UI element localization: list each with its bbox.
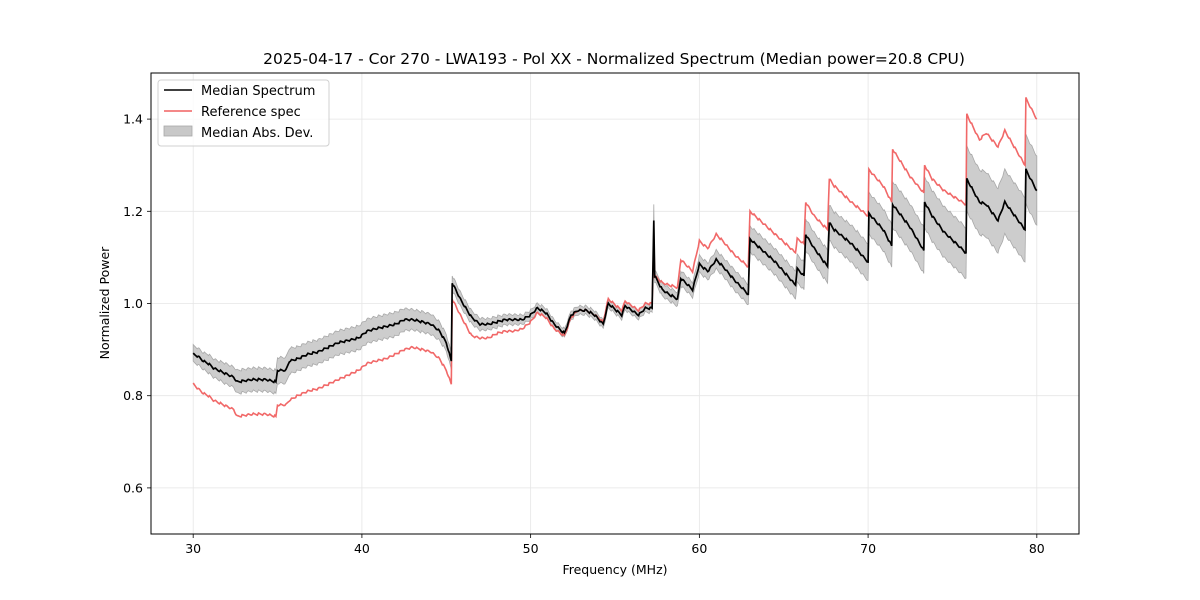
legend-label-median: Median Spectrum bbox=[201, 84, 315, 99]
median-spectrum-line bbox=[192, 168, 1038, 384]
chart-title: 2025-04-17 - Cor 270 - LWA193 - Pol XX -… bbox=[263, 50, 965, 68]
y-tick-label: 0.6 bbox=[123, 480, 143, 495]
y-axis-label: Normalized Power bbox=[97, 246, 112, 360]
x-tick-label: 50 bbox=[523, 541, 539, 556]
series-lines-layer bbox=[192, 97, 1038, 419]
mad-band-layer bbox=[192, 133, 1038, 395]
x-tick-label: 60 bbox=[691, 541, 707, 556]
reference-spec-line bbox=[192, 97, 1038, 419]
y-tick-label: 1.0 bbox=[123, 296, 143, 311]
legend: Median Spectrum Reference spec Median Ab… bbox=[157, 79, 330, 147]
legend-swatch-mad bbox=[163, 125, 193, 137]
x-tick-label: 30 bbox=[185, 541, 201, 556]
legend-frame bbox=[157, 79, 330, 147]
y-axis-ticks: 0.6 0.8 1.0 1.2 1.4 bbox=[123, 112, 151, 495]
y-tick-label: 1.4 bbox=[123, 112, 143, 127]
mad-band bbox=[192, 133, 1038, 395]
x-axis-ticks: 30 40 50 60 70 80 bbox=[185, 534, 1045, 556]
legend-label-reference: Reference spec bbox=[201, 105, 301, 120]
x-tick-label: 70 bbox=[860, 541, 876, 556]
x-axis-label: Frequency (MHz) bbox=[562, 562, 667, 577]
y-tick-label: 1.2 bbox=[123, 204, 143, 219]
y-tick-label: 0.8 bbox=[123, 388, 143, 403]
legend-label-mad: Median Abs. Dev. bbox=[201, 126, 313, 141]
x-tick-label: 80 bbox=[1029, 541, 1045, 556]
x-tick-label: 40 bbox=[354, 541, 370, 556]
